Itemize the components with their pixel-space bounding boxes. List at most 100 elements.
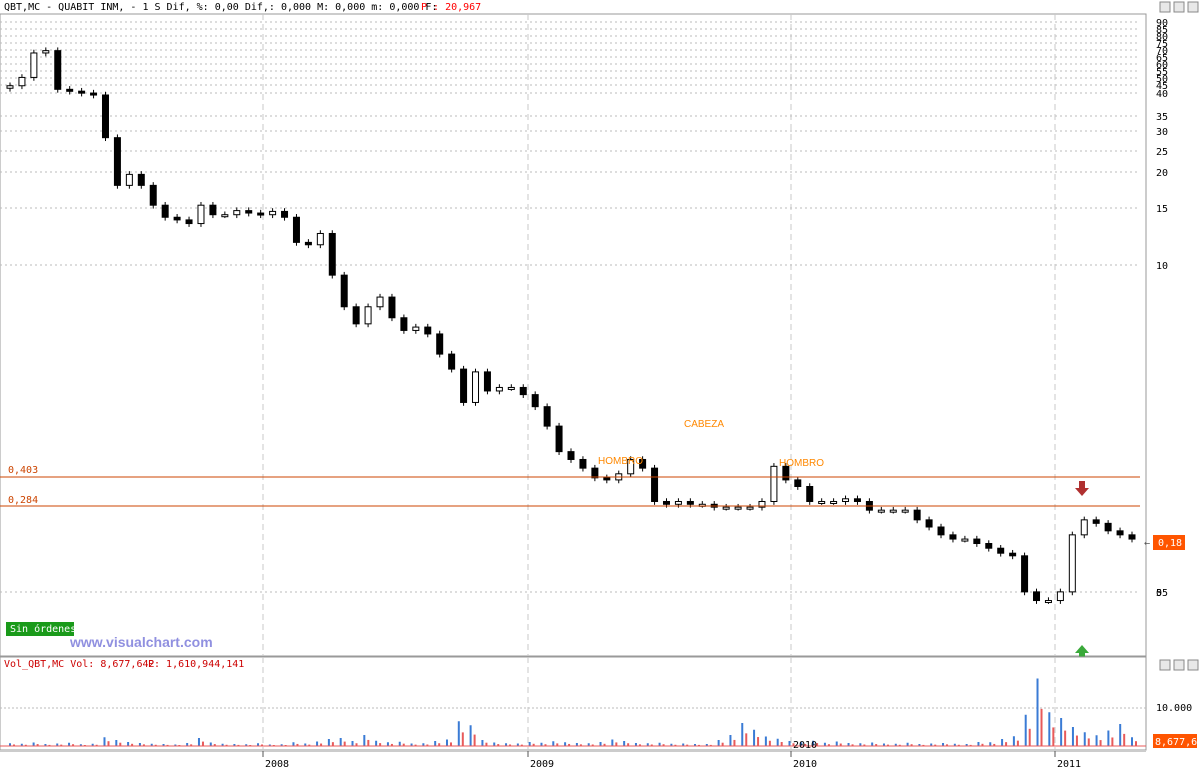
candle-body: [125, 173, 133, 186]
candle-body: [137, 173, 145, 186]
minimize-icon[interactable]: [1159, 1, 1171, 13]
volume-bar-secondary: [993, 743, 996, 746]
candle-body: [806, 485, 814, 502]
candle-body: [889, 509, 897, 513]
volume-bar-secondary: [898, 744, 901, 746]
candle-body: [1068, 534, 1076, 593]
volume-bar: [670, 743, 673, 746]
volume-bar: [599, 742, 602, 746]
volume-bar-secondary: [733, 739, 736, 746]
candle-body: [54, 50, 62, 90]
candle-body: [674, 500, 682, 505]
volume-bar: [209, 742, 212, 746]
volume-bar-secondary: [910, 744, 913, 746]
volume-bar-secondary: [922, 744, 925, 746]
orders-status-badge[interactable]: [6, 622, 74, 636]
candle-body: [304, 241, 312, 246]
candle-body: [400, 317, 408, 331]
volume-bar-secondary: [166, 744, 169, 746]
volume-bar-secondary: [213, 744, 216, 746]
volume-panel: Vol_QBT,MC Vol: 8,677,642 P: 1,610,944,1…: [0, 656, 1200, 751]
volume-bar-secondary: [237, 744, 240, 746]
candle-body: [1116, 530, 1124, 536]
volume-bar-secondary: [698, 744, 701, 746]
volume-bar-secondary: [414, 744, 417, 746]
candle-body: [78, 90, 86, 94]
candle-body: [448, 353, 456, 370]
volume-bar: [682, 743, 685, 746]
volume-bar: [138, 743, 141, 746]
volume-bar-secondary: [792, 743, 795, 746]
volume-bar: [776, 738, 779, 746]
volume-bar: [233, 744, 236, 746]
candle-body: [746, 506, 754, 510]
candle-body: [734, 506, 742, 510]
candle-body: [269, 210, 277, 216]
chart-header-price: P : 20,967: [421, 2, 481, 13]
volume-bar-secondary: [497, 744, 500, 746]
volume-bar: [528, 742, 531, 746]
volume-bar-secondary: [367, 739, 370, 746]
candle-body: [639, 458, 647, 469]
volume-bar-secondary: [95, 744, 98, 746]
volume-bar-secondary: [60, 744, 63, 746]
candle-body: [770, 465, 778, 502]
candle-body: [364, 306, 372, 325]
volume-bar: [174, 744, 177, 746]
price-y-tick: 5: [1156, 588, 1162, 599]
volume-close-icon[interactable]: [1187, 659, 1199, 671]
volume-bar-secondary: [473, 734, 476, 746]
volume-bar: [363, 735, 366, 746]
close-icon[interactable]: [1187, 1, 1199, 13]
volume-bar-secondary: [804, 743, 807, 746]
maximize-icon[interactable]: [1173, 1, 1185, 13]
volume-bar: [835, 741, 838, 746]
volume-bar: [186, 743, 189, 746]
volume-bar: [469, 725, 472, 746]
volume-bar: [564, 742, 567, 746]
price-y-tick: 85: [1156, 25, 1168, 36]
volume-bar: [812, 740, 815, 746]
volume-bar-secondary: [1135, 741, 1137, 746]
volume-bar: [257, 743, 260, 746]
volume-bar: [694, 744, 697, 746]
volume-bar: [753, 729, 756, 746]
volume-bar: [9, 743, 11, 746]
annotation-right-shoulder: HOMBRO: [779, 458, 824, 469]
volume-bar: [847, 743, 850, 746]
volume-bar-secondary: [426, 744, 429, 746]
volume-bar-secondary: [875, 744, 878, 746]
buy-arrow-icon[interactable]: [1075, 645, 1089, 657]
volume-bar: [457, 721, 460, 746]
candle-body: [794, 479, 802, 487]
price-y-tick: 40: [1156, 89, 1168, 100]
volume-header-total: P: 1,610,944,141: [148, 659, 244, 670]
candle-body: [567, 451, 575, 460]
volume-bar-secondary: [1111, 737, 1114, 746]
volume-bar: [575, 743, 578, 746]
sell-arrow-icon[interactable]: [1075, 481, 1089, 496]
volume-maximize-icon[interactable]: [1173, 659, 1185, 671]
candle-body: [1009, 552, 1017, 557]
volume-bar-secondary: [390, 743, 393, 746]
volume-bar: [717, 740, 720, 746]
annotation-left-shoulder: HOMBRO: [598, 456, 643, 467]
candle-body: [949, 534, 957, 540]
candle-body: [985, 543, 993, 549]
volume-bar: [1083, 732, 1086, 746]
candle-body: [1128, 534, 1136, 540]
candle-body: [686, 500, 694, 505]
volume-bar-secondary: [709, 744, 712, 746]
candle-body: [591, 467, 599, 479]
candle-body: [161, 204, 169, 218]
volume-minimize-icon[interactable]: [1159, 659, 1171, 671]
volume-bar: [658, 742, 661, 746]
candle-body: [113, 137, 121, 186]
volume-bar-secondary: [591, 744, 594, 746]
volume-bar-secondary: [957, 744, 960, 746]
volume-bar-secondary: [1099, 740, 1102, 746]
volume-bar: [386, 742, 389, 746]
volume-bar: [871, 742, 874, 746]
volume-bar-secondary: [343, 741, 346, 746]
